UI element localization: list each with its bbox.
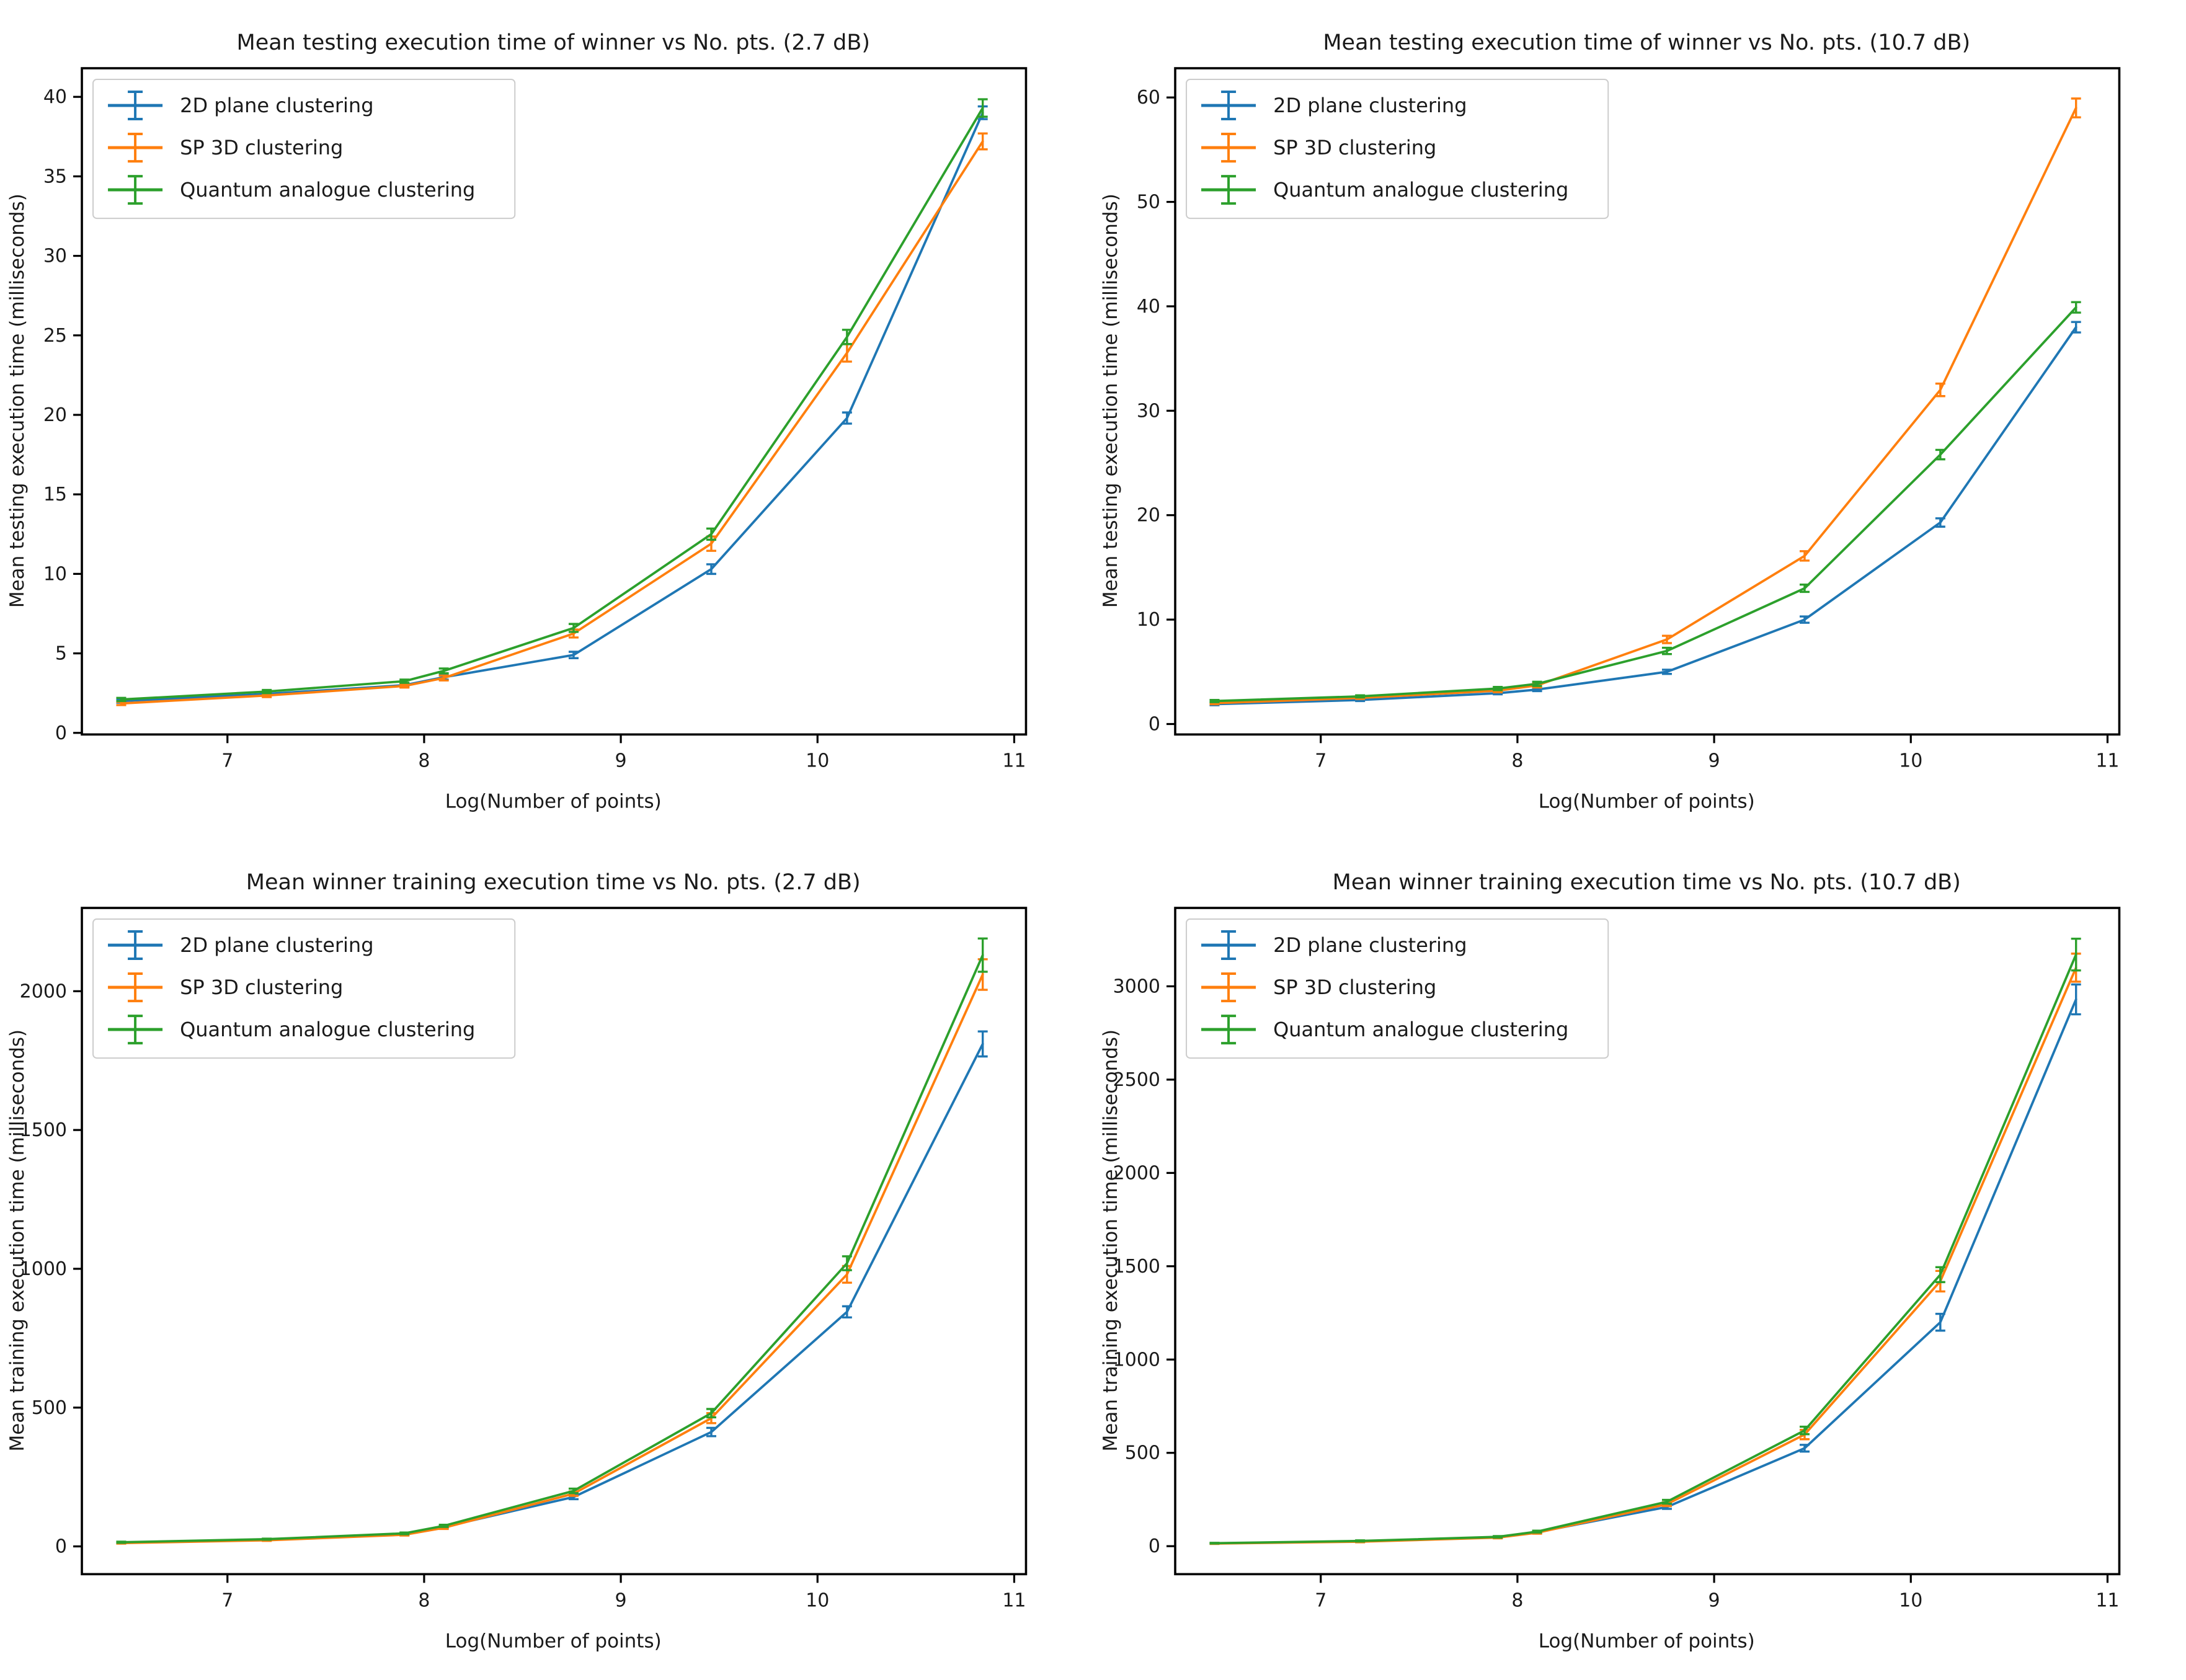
- x-tick-label: 8: [1511, 1590, 1523, 1612]
- y-tick-label: 0: [55, 1536, 67, 1558]
- x-tick-label: 11: [2095, 750, 2119, 771]
- x-axis-label: Log(Number of points): [1538, 1630, 1754, 1653]
- y-tick-label: 50: [1136, 192, 1160, 213]
- x-axis: 7 8 9 10 11: [221, 1575, 1026, 1612]
- y-tick-label: 3000: [1113, 976, 1160, 998]
- y-axis: 0 500 1000 1500 2000 2500 3000: [1113, 976, 1175, 1558]
- legend: 2D plane clustering SP 3D clustering Quant…: [93, 919, 515, 1058]
- y-axis: 0 5 10 15 20 25 30 35 40: [43, 86, 82, 744]
- legend-label: Quantum analogue clustering: [1273, 178, 1568, 202]
- y-tick-label: 30: [43, 246, 67, 267]
- legend-label: SP 3D clustering: [1273, 136, 1436, 159]
- x-tick-label: 11: [2095, 1590, 2119, 1612]
- legend-label: 2D plane clustering: [1273, 933, 1467, 957]
- x-axis: 7 8 9 10 11: [1315, 734, 2119, 771]
- legend: 2D plane clustering SP 3D clustering Quant…: [1186, 919, 1608, 1058]
- y-tick-label: 0: [55, 722, 67, 744]
- y-tick-label: 0: [1148, 713, 1160, 735]
- legend-label: SP 3D clustering: [1273, 976, 1436, 999]
- chart-canvas-training-2.7db: Mean winner training execution time vs N…: [0, 840, 1093, 1679]
- y-tick-label: 500: [32, 1397, 67, 1419]
- y-tick-label: 10: [43, 563, 67, 585]
- legend-label: SP 3D clustering: [180, 136, 343, 159]
- legend-label: Quantum analogue clustering: [180, 178, 475, 202]
- y-axis: 0 10 20 30 40 50 60: [1136, 87, 1175, 735]
- series-2d-plane-clustering: [116, 1032, 987, 1544]
- x-tick-label: 7: [221, 1590, 233, 1612]
- y-tick-label: 10: [1136, 609, 1160, 631]
- x-tick-label: 7: [1315, 750, 1326, 771]
- legend-label: Quantum analogue clustering: [180, 1018, 475, 1041]
- x-tick-label: 10: [806, 750, 829, 771]
- chart-training-2.7db: Mean winner training execution time vs N…: [0, 840, 1093, 1679]
- x-axis-label: Log(Number of points): [1538, 790, 1754, 812]
- x-axis-label: Log(Number of points): [445, 1630, 662, 1653]
- y-tick-label: 0: [1148, 1536, 1160, 1558]
- y-tick-label: 2500: [1113, 1069, 1160, 1091]
- x-tick-label: 7: [1315, 1590, 1326, 1612]
- y-tick-label: 40: [1136, 296, 1160, 318]
- x-tick-label: 11: [1002, 750, 1026, 771]
- chart-testing-2.7db: Mean testing execution time of winner vs…: [0, 0, 1093, 840]
- x-tick-label: 9: [1708, 1590, 1720, 1612]
- x-tick-label: 10: [806, 1590, 829, 1612]
- x-tick-label: 8: [418, 1590, 430, 1612]
- y-tick-label: 5: [55, 643, 67, 665]
- x-axis: 7 8 9 10 11: [221, 734, 1026, 771]
- series-sp-3d-clustering: [116, 133, 987, 705]
- legend-label: SP 3D clustering: [180, 976, 343, 999]
- y-axis-label: Mean training execution time (millisecon…: [1100, 1029, 1122, 1452]
- y-axis-label: Mean testing execution time (millisecond…: [1100, 193, 1122, 608]
- chart-canvas-testing-10.7db: Mean testing execution time of winner vs…: [1093, 0, 2186, 840]
- legend-label: 2D plane clustering: [180, 933, 373, 957]
- x-tick-label: 11: [1002, 1590, 1026, 1612]
- y-tick-label: 25: [43, 325, 67, 347]
- x-tick-label: 9: [615, 750, 627, 771]
- y-tick-label: 20: [43, 404, 67, 426]
- y-tick-label: 1000: [1113, 1349, 1160, 1371]
- x-tick-label: 10: [1899, 1590, 1922, 1612]
- y-axis-label: Mean testing execution time (millisecond…: [6, 193, 29, 608]
- y-tick-label: 2000: [20, 981, 67, 1003]
- chart-canvas-training-10.7db: Mean winner training execution time vs N…: [1093, 840, 2186, 1679]
- chart-testing-10.7db: Mean testing execution time of winner vs…: [1093, 0, 2186, 840]
- x-axis-label: Log(Number of points): [445, 790, 662, 812]
- series-quantum-analogue-clustering: [1209, 302, 2081, 702]
- y-tick-label: 30: [1136, 400, 1160, 422]
- y-tick-label: 1500: [20, 1120, 67, 1142]
- x-tick-label: 10: [1899, 750, 1922, 771]
- x-tick-label: 9: [1708, 750, 1720, 771]
- y-tick-label: 2000: [1113, 1163, 1160, 1184]
- y-tick-label: 1500: [1113, 1256, 1160, 1278]
- legend: 2D plane clustering SP 3D clustering Quant…: [1186, 79, 1608, 218]
- x-tick-label: 9: [615, 1590, 627, 1612]
- y-tick-label: 500: [1124, 1442, 1160, 1464]
- y-axis-label: Mean training execution time (millisecon…: [6, 1029, 29, 1452]
- chart-canvas-testing-2.7db: Mean testing execution time of winner vs…: [0, 0, 1093, 840]
- y-tick-label: 40: [43, 86, 67, 108]
- chart-title: Mean testing execution time of winner vs…: [1323, 30, 1970, 55]
- x-axis: 7 8 9 10 11: [1315, 1575, 2119, 1612]
- series-2d-plane-clustering: [1209, 985, 2081, 1544]
- legend-label: 2D plane clustering: [180, 94, 373, 117]
- chart-title: Mean winner training execution time vs N…: [1332, 870, 1960, 895]
- y-tick-label: 15: [43, 484, 67, 505]
- x-tick-label: 8: [1511, 750, 1523, 771]
- chart-title: Mean winner training execution time vs N…: [246, 870, 861, 895]
- legend-label: 2D plane clustering: [1273, 94, 1467, 117]
- chart-training-10.7db: Mean winner training execution time vs N…: [1093, 840, 2186, 1679]
- y-axis: 0 500 1000 1500 2000: [20, 981, 82, 1558]
- y-tick-label: 20: [1136, 505, 1160, 527]
- x-tick-label: 7: [221, 750, 233, 771]
- x-tick-label: 8: [418, 750, 430, 771]
- chart-title: Mean testing execution time of winner vs…: [236, 30, 870, 55]
- y-tick-label: 1000: [20, 1258, 67, 1280]
- legend-label: Quantum analogue clustering: [1273, 1018, 1568, 1041]
- y-tick-label: 60: [1136, 87, 1160, 109]
- y-tick-label: 35: [43, 166, 67, 187]
- legend: 2D plane clustering SP 3D clustering Quant…: [93, 79, 515, 218]
